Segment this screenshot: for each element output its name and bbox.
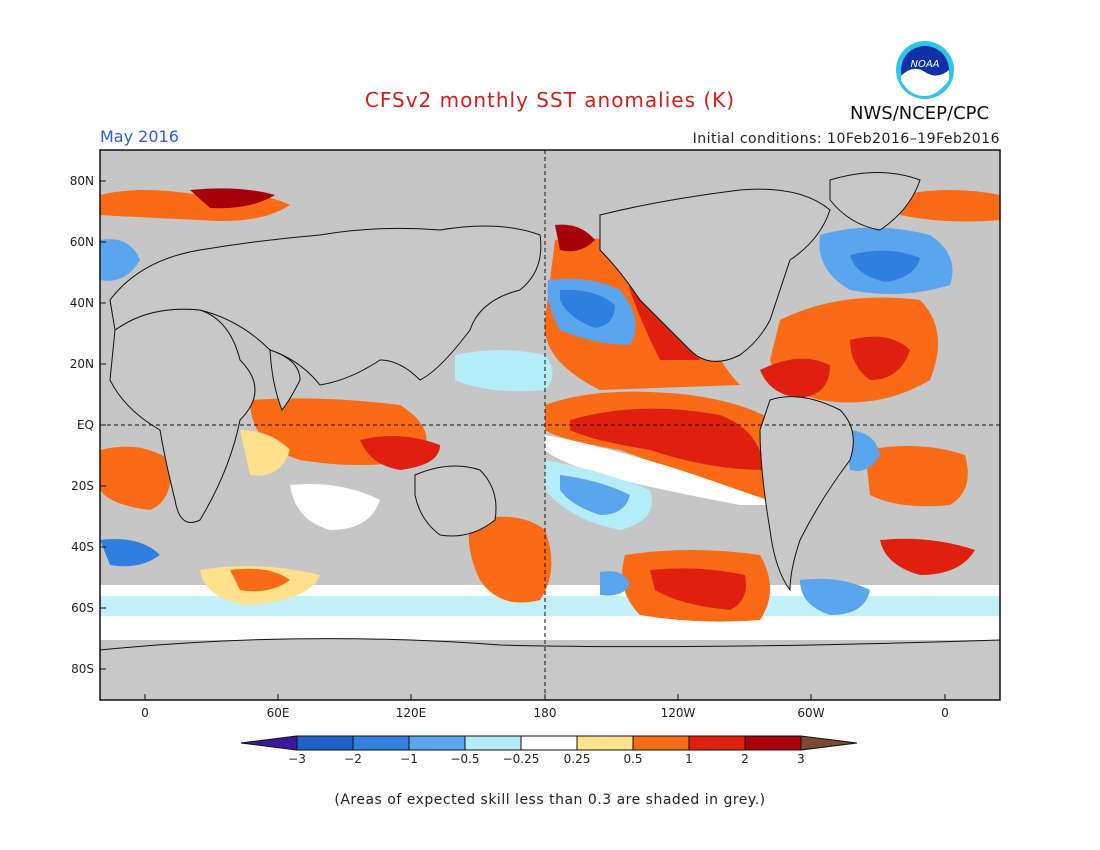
colorbar-arrow-low [240,735,298,751]
logo-text: NOAA [910,59,939,70]
colorbar-swatch [744,735,802,751]
el-nino-core [570,408,765,470]
lat-label: 80S [71,662,94,676]
lat-label: 20S [71,479,94,493]
south-america [759,396,854,592]
colorbar-swatch [688,735,746,751]
colorbar-tick: −0.25 [503,752,540,766]
colorbar-swatch [352,735,410,751]
lat-label: 40S [71,540,94,554]
colorbar-tick: 3 [797,752,805,766]
colorbar-tick: 1 [685,752,693,766]
lat-label: 40N [70,296,94,310]
lon-label: 60E [267,706,290,720]
colorbar-tick: 2 [741,752,749,766]
lat-label: 60S [71,601,94,615]
forecast-month: May 2016 [100,127,179,146]
eurasia [109,225,542,386]
colorbar-tick: −3 [288,752,306,766]
antarctica [99,638,1001,701]
southern-ocean-blue [100,596,1000,616]
lon-label: 120W [661,706,696,720]
colorbar-tick: −0.5 [450,752,479,766]
colorbar-swatch [464,735,522,751]
colorbar-arrow-high [800,735,858,751]
colorbar-swatch [576,735,634,751]
greenland [829,172,921,231]
colorbar [240,735,858,751]
coastlines [99,172,1001,701]
skill-note: (Areas of expected skill less than 0.3 a… [334,792,766,808]
lon-label: 120E [396,706,427,720]
noaa-logo: NOAA [896,41,954,99]
colorbar-swatch [296,735,354,751]
australia [414,465,497,537]
colorbar-swatch [408,735,466,751]
lon-label: 180 [534,706,557,720]
lon-label: 0 [941,706,949,720]
lat-label: 60N [70,235,94,249]
lat-label: 80N [70,174,94,188]
initial-conditions: Initial conditions: 10Feb2016–19Feb2016 [692,131,1000,147]
lat-label: EQ [77,418,94,432]
colorbar-tick: 0.25 [564,752,591,766]
colorbar-tick: −2 [344,752,362,766]
colorbar-swatch [520,735,578,751]
tick-marks [100,180,946,700]
anomaly-fields [100,188,1000,640]
lat-label: 20N [70,357,94,371]
north-america [599,188,831,362]
lon-label: 60W [797,706,824,720]
colorbar-tick: −1 [400,752,418,766]
org-label: NWS/NCEP/CPC [850,103,990,124]
colorbar-swatch [632,735,690,751]
map-title: CFSv2 monthly SST anomalies (K) [364,88,736,112]
lon-label: 0 [141,706,149,720]
s-atlantic-warm [865,446,968,507]
west-edge-warm [100,446,171,510]
colorbar-tick: 0.5 [623,752,642,766]
